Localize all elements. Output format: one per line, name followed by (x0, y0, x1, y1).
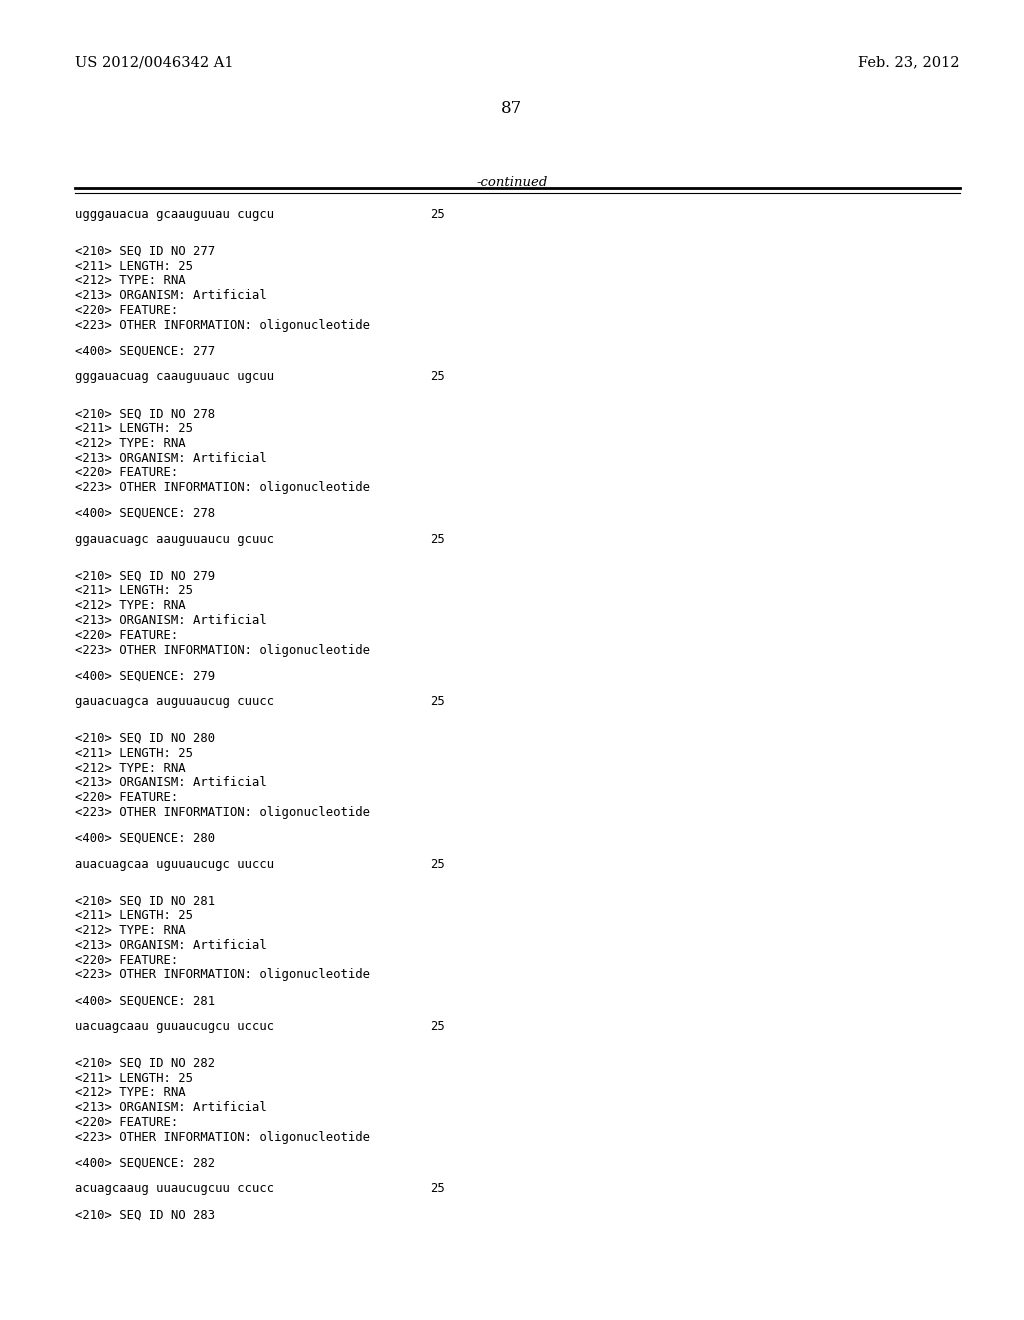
Text: <213> ORGANISM: Artificial: <213> ORGANISM: Artificial (75, 289, 266, 302)
Text: auacuagcaa uguuaucugc uuccu: auacuagcaa uguuaucugc uuccu (75, 858, 274, 871)
Text: <212> TYPE: RNA: <212> TYPE: RNA (75, 1086, 185, 1100)
Text: <400> SEQUENCE: 282: <400> SEQUENCE: 282 (75, 1156, 215, 1170)
Text: 25: 25 (430, 858, 444, 871)
Text: <223> OTHER INFORMATION: oligonucleotide: <223> OTHER INFORMATION: oligonucleotide (75, 644, 370, 656)
Text: <223> OTHER INFORMATION: oligonucleotide: <223> OTHER INFORMATION: oligonucleotide (75, 969, 370, 981)
Text: <212> TYPE: RNA: <212> TYPE: RNA (75, 437, 185, 450)
Text: 25: 25 (430, 371, 444, 383)
Text: <223> OTHER INFORMATION: oligonucleotide: <223> OTHER INFORMATION: oligonucleotide (75, 482, 370, 494)
Text: 25: 25 (430, 209, 444, 220)
Text: gauacuagca auguuaucug cuucc: gauacuagca auguuaucug cuucc (75, 696, 274, 709)
Text: <212> TYPE: RNA: <212> TYPE: RNA (75, 762, 185, 775)
Text: ggauacuagc aauguuaucu gcuuc: ggauacuagc aauguuaucu gcuuc (75, 533, 274, 545)
Text: Feb. 23, 2012: Feb. 23, 2012 (858, 55, 961, 69)
Text: 25: 25 (430, 696, 444, 709)
Text: -continued: -continued (476, 176, 548, 189)
Text: <213> ORGANISM: Artificial: <213> ORGANISM: Artificial (75, 776, 266, 789)
Text: <211> LENGTH: 25: <211> LENGTH: 25 (75, 909, 193, 923)
Text: <220> FEATURE:: <220> FEATURE: (75, 1115, 178, 1129)
Text: <211> LENGTH: 25: <211> LENGTH: 25 (75, 1072, 193, 1085)
Text: 25: 25 (430, 533, 444, 545)
Text: <212> TYPE: RNA: <212> TYPE: RNA (75, 275, 185, 288)
Text: 25: 25 (430, 1183, 444, 1196)
Text: <211> LENGTH: 25: <211> LENGTH: 25 (75, 585, 193, 598)
Text: <210> SEQ ID NO 282: <210> SEQ ID NO 282 (75, 1057, 215, 1069)
Text: <210> SEQ ID NO 281: <210> SEQ ID NO 281 (75, 895, 215, 907)
Text: acuagcaaug uuaucugcuu ccucc: acuagcaaug uuaucugcuu ccucc (75, 1183, 274, 1196)
Text: <400> SEQUENCE: 281: <400> SEQUENCE: 281 (75, 994, 215, 1007)
Text: <213> ORGANISM: Artificial: <213> ORGANISM: Artificial (75, 1101, 266, 1114)
Text: gggauacuag caauguuauc ugcuu: gggauacuag caauguuauc ugcuu (75, 371, 274, 383)
Text: <212> TYPE: RNA: <212> TYPE: RNA (75, 599, 185, 612)
Text: 25: 25 (430, 1020, 444, 1034)
Text: <223> OTHER INFORMATION: oligonucleotide: <223> OTHER INFORMATION: oligonucleotide (75, 807, 370, 818)
Text: <400> SEQUENCE: 279: <400> SEQUENCE: 279 (75, 669, 215, 682)
Text: <210> SEQ ID NO 277: <210> SEQ ID NO 277 (75, 244, 215, 257)
Text: <400> SEQUENCE: 278: <400> SEQUENCE: 278 (75, 507, 215, 520)
Text: <211> LENGTH: 25: <211> LENGTH: 25 (75, 422, 193, 436)
Text: US 2012/0046342 A1: US 2012/0046342 A1 (75, 55, 233, 69)
Text: <211> LENGTH: 25: <211> LENGTH: 25 (75, 747, 193, 760)
Text: <223> OTHER INFORMATION: oligonucleotide: <223> OTHER INFORMATION: oligonucleotide (75, 1131, 370, 1144)
Text: <210> SEQ ID NO 278: <210> SEQ ID NO 278 (75, 407, 215, 420)
Text: <210> SEQ ID NO 279: <210> SEQ ID NO 279 (75, 570, 215, 582)
Text: <213> ORGANISM: Artificial: <213> ORGANISM: Artificial (75, 451, 266, 465)
Text: <211> LENGTH: 25: <211> LENGTH: 25 (75, 260, 193, 273)
Text: <400> SEQUENCE: 280: <400> SEQUENCE: 280 (75, 832, 215, 845)
Text: ugggauacua gcaauguuau cugcu: ugggauacua gcaauguuau cugcu (75, 209, 274, 220)
Text: 87: 87 (502, 100, 522, 117)
Text: <213> ORGANISM: Artificial: <213> ORGANISM: Artificial (75, 939, 266, 952)
Text: <223> OTHER INFORMATION: oligonucleotide: <223> OTHER INFORMATION: oligonucleotide (75, 319, 370, 331)
Text: <210> SEQ ID NO 280: <210> SEQ ID NO 280 (75, 733, 215, 744)
Text: <220> FEATURE:: <220> FEATURE: (75, 466, 178, 479)
Text: <220> FEATURE:: <220> FEATURE: (75, 953, 178, 966)
Text: <220> FEATURE:: <220> FEATURE: (75, 304, 178, 317)
Text: <210> SEQ ID NO 283: <210> SEQ ID NO 283 (75, 1208, 215, 1221)
Text: <220> FEATURE:: <220> FEATURE: (75, 628, 178, 642)
Text: <400> SEQUENCE: 277: <400> SEQUENCE: 277 (75, 345, 215, 358)
Text: <213> ORGANISM: Artificial: <213> ORGANISM: Artificial (75, 614, 266, 627)
Text: uacuagcaau guuaucugcu uccuc: uacuagcaau guuaucugcu uccuc (75, 1020, 274, 1034)
Text: <220> FEATURE:: <220> FEATURE: (75, 791, 178, 804)
Text: <212> TYPE: RNA: <212> TYPE: RNA (75, 924, 185, 937)
